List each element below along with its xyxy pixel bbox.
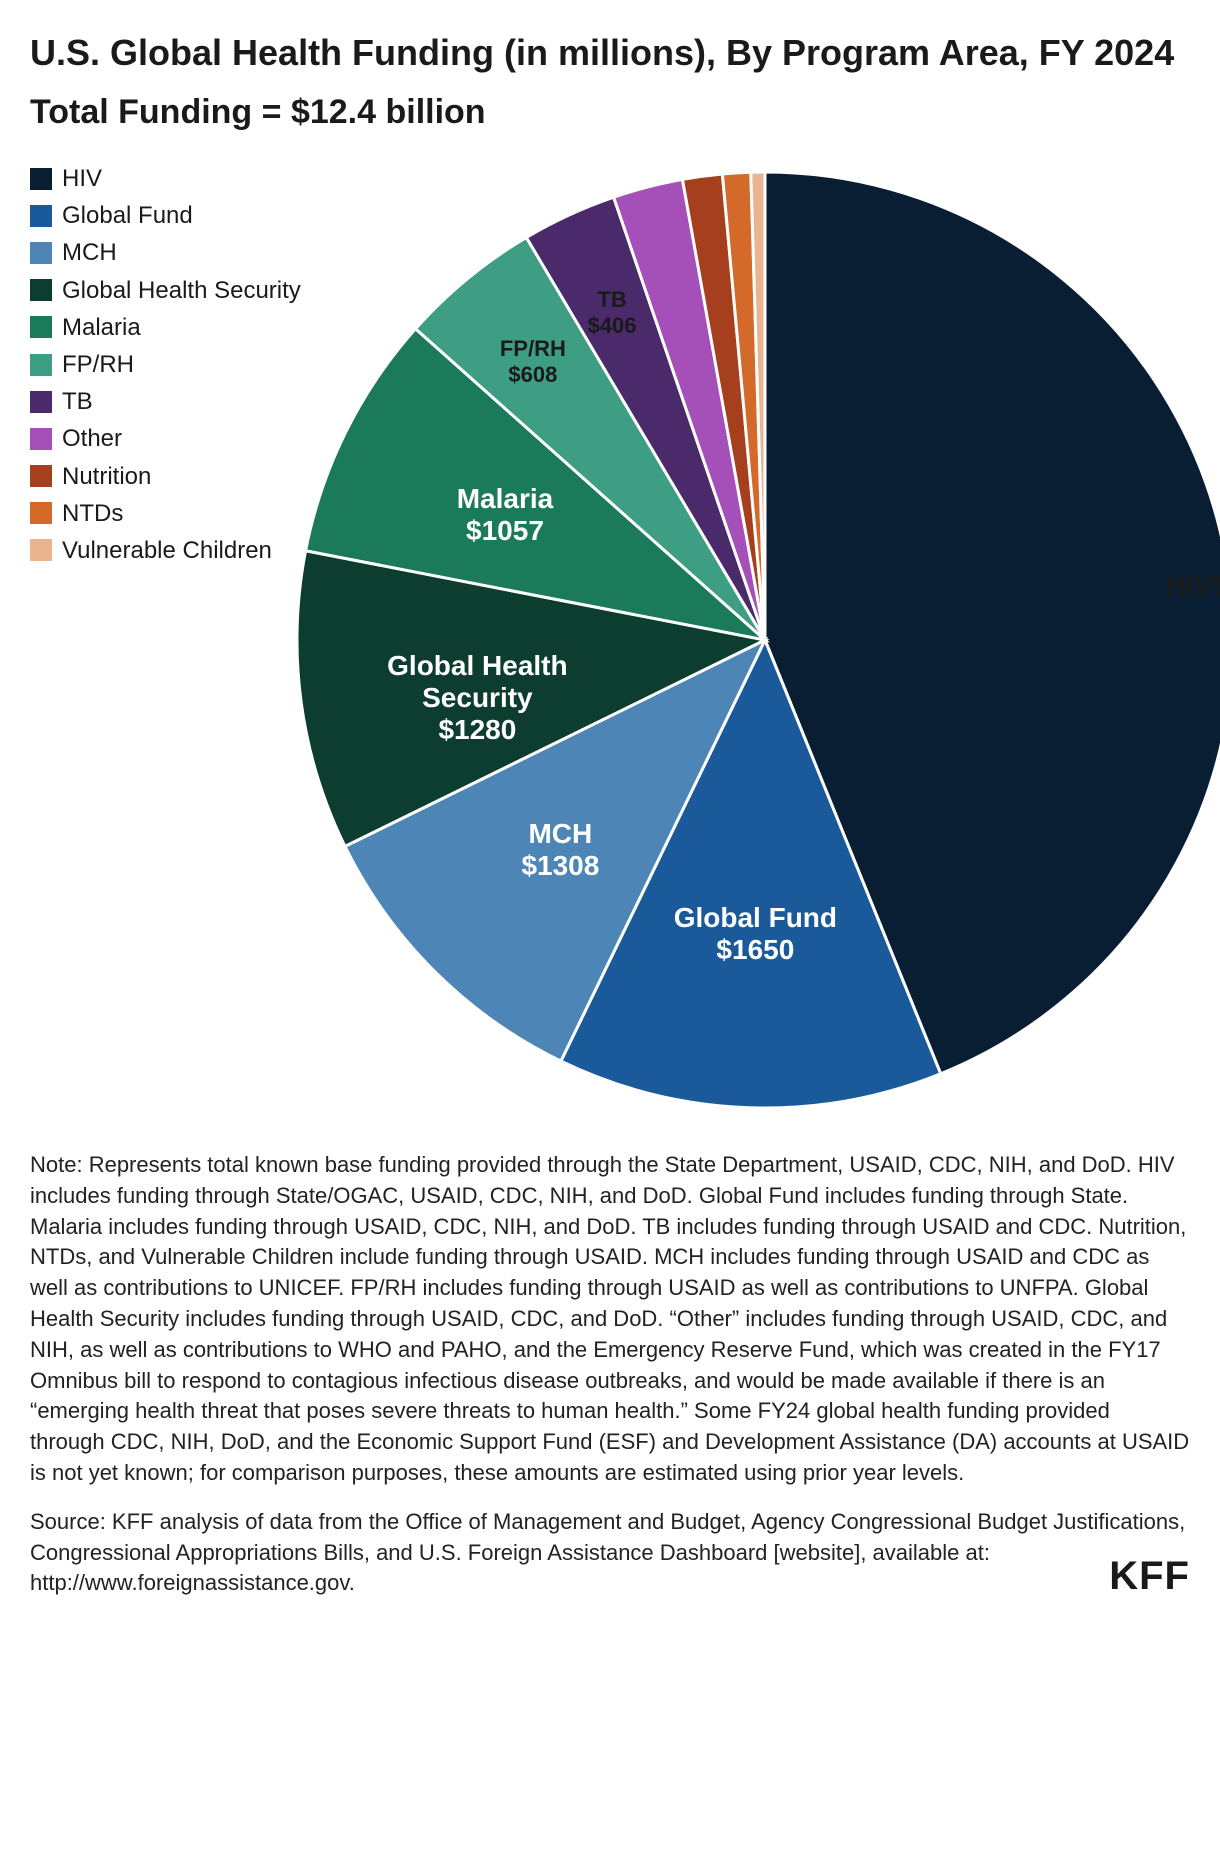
legend-swatch bbox=[30, 391, 52, 413]
legend-swatch bbox=[30, 205, 52, 227]
legend-swatch bbox=[30, 168, 52, 190]
chart-title: U.S. Global Health Funding (in millions)… bbox=[30, 30, 1190, 75]
chart-area: HIVGlobal FundMCHGlobal Health SecurityM… bbox=[30, 160, 1190, 1120]
legend-item: MCH bbox=[30, 234, 301, 271]
legend-label: HIV bbox=[62, 160, 102, 197]
legend-item: HIV bbox=[30, 160, 301, 197]
legend-label: Vulnerable Children bbox=[62, 532, 272, 569]
pie-chart: HIV$544Global Fund$1650MCH$1308Global He… bbox=[295, 170, 1220, 1110]
legend-label: NTDs bbox=[62, 495, 123, 532]
legend-label: TB bbox=[62, 383, 93, 420]
brand-logo: KFF bbox=[1109, 1554, 1190, 1599]
legend-item: Global Health Security bbox=[30, 272, 301, 309]
legend-item: Vulnerable Children bbox=[30, 532, 301, 569]
source-text: Source: KFF analysis of data from the Of… bbox=[30, 1507, 1190, 1599]
legend-swatch bbox=[30, 465, 52, 487]
legend-item: Other bbox=[30, 420, 301, 457]
legend-item: FP/RH bbox=[30, 346, 301, 383]
legend-swatch bbox=[30, 354, 52, 376]
legend-swatch bbox=[30, 316, 52, 338]
legend-swatch bbox=[30, 502, 52, 524]
chart-subtitle: Total Funding = $12.4 billion bbox=[30, 93, 1190, 132]
legend-label: Malaria bbox=[62, 309, 141, 346]
legend-item: TB bbox=[30, 383, 301, 420]
legend-label: Nutrition bbox=[62, 458, 151, 495]
legend-swatch bbox=[30, 428, 52, 450]
legend-label: Global Health Security bbox=[62, 272, 301, 309]
note-text: Note: Represents total known base fundin… bbox=[30, 1150, 1190, 1489]
legend-swatch bbox=[30, 279, 52, 301]
legend-item: Global Fund bbox=[30, 197, 301, 234]
legend-item: NTDs bbox=[30, 495, 301, 532]
legend: HIVGlobal FundMCHGlobal Health SecurityM… bbox=[30, 160, 301, 569]
legend-swatch bbox=[30, 539, 52, 561]
legend-item: Nutrition bbox=[30, 458, 301, 495]
legend-label: Global Fund bbox=[62, 197, 193, 234]
slice-label: HIV$544 bbox=[1166, 570, 1220, 602]
legend-swatch bbox=[30, 242, 52, 264]
legend-label: MCH bbox=[62, 234, 117, 271]
legend-label: FP/RH bbox=[62, 346, 134, 383]
legend-label: Other bbox=[62, 420, 122, 457]
legend-item: Malaria bbox=[30, 309, 301, 346]
